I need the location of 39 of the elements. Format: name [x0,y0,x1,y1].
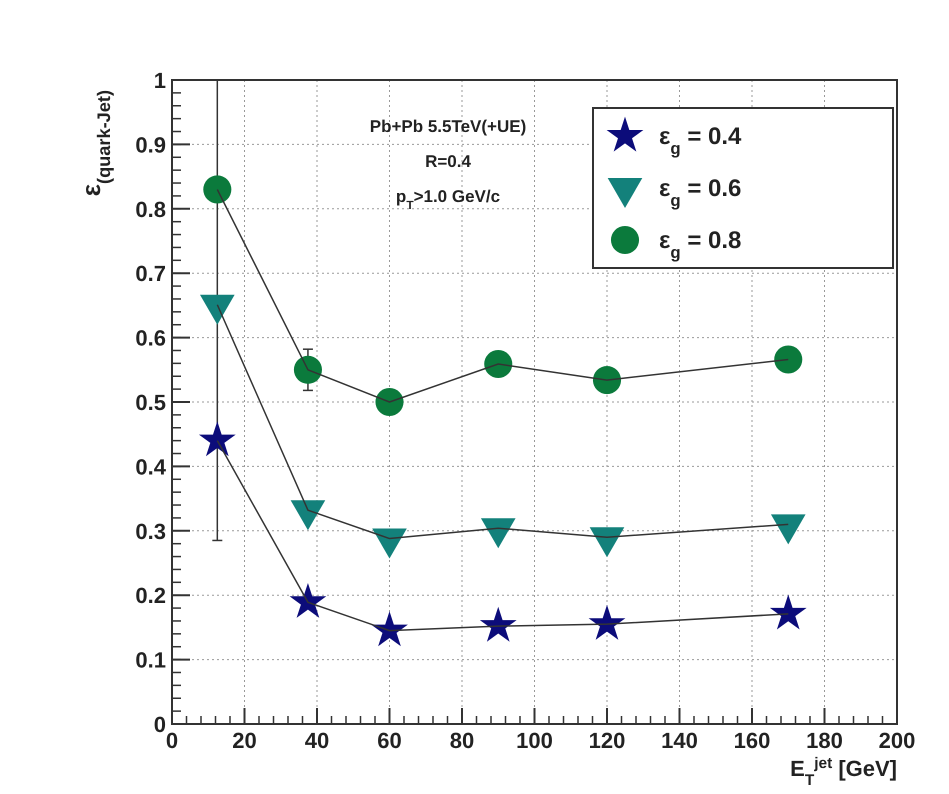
x-axis-title: E$_{T}$$^{jet}$ [GeV] [790,754,897,788]
point [588,604,626,640]
y-tick-label: 0.8 [135,196,166,222]
x-tick-label: 120 [588,728,626,753]
point [484,350,512,378]
y-tick-label: 0.3 [135,518,166,544]
point [294,356,322,384]
legend-label: ε$_{g}$ = 0.6 [659,175,742,210]
point [375,388,404,416]
x-tick-label: 60 [377,728,402,753]
point [774,345,802,374]
y-tick-label: 0.1 [135,648,166,673]
x-tick-label: 200 [878,728,916,753]
x-tick-label: 20 [232,728,257,753]
y-tick-label: 0.4 [135,454,167,480]
annotation: R=0.4 [425,152,472,171]
y-tick-label: 0.7 [135,261,166,286]
x-tick-label: 100 [516,728,553,753]
legend-label: ε$_{g}$ = 0.8 [659,227,742,262]
point [480,606,517,642]
legend-label: ε$_{g}$ = 0.4 [659,123,742,158]
y-tick-label: 0 [154,712,166,737]
point [592,366,622,394]
point [770,594,807,630]
y-tick-label: 0.9 [135,132,166,158]
point [203,175,232,204]
y-tick-label: 0.2 [135,583,166,608]
point [290,582,326,618]
x-tick-label: 40 [304,728,330,753]
annotation: p$_{T}$>1.0 GeV/c [396,187,500,212]
y-tick-label: 0.5 [135,390,166,415]
y-tick-label: 1 [154,68,166,93]
y-tick-label: 0.6 [135,326,166,351]
x-tick-label: 180 [806,728,843,753]
point [198,421,236,456]
x-tick-label: 80 [450,728,474,753]
x-tick-label: 160 [734,728,770,753]
annotation: Pb+Pb 5.5TeV(+UE) [370,117,526,136]
x-tick-label: 140 [661,728,698,753]
